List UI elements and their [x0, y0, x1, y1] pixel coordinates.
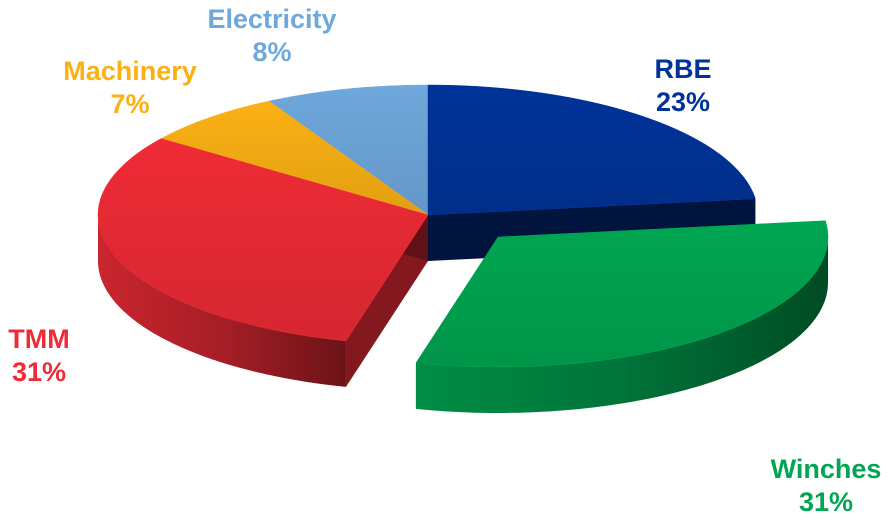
slice-machinery-value-label: 7%: [110, 89, 149, 119]
slice-winches-value-label: 31%: [799, 487, 853, 517]
slice-electricity-value-label: 8%: [252, 37, 291, 67]
slice-winches-side: [415, 237, 828, 413]
slice-rbe[interactable]: [427, 84, 756, 216]
slice-electricity[interactable]: [268, 84, 429, 216]
slice-top-layer: [97, 84, 829, 368]
slice-machinery[interactable]: [160, 100, 429, 216]
slice-labels: RBE23%Winches31%TMM31%Machinery7%Electri…: [8, 4, 881, 517]
slice-rbe-name-label: RBE: [654, 54, 711, 84]
slice-electricity-name-label: Electricity: [207, 4, 336, 34]
slice-tmm-name-label: TMM: [8, 324, 69, 354]
slice-tmm[interactable]: [97, 138, 429, 342]
slice-winches-name-label: Winches: [771, 454, 882, 484]
slice-machinery-name-label: Machinery: [63, 56, 197, 86]
slice-tmm-value-label: 31%: [12, 357, 66, 387]
slice-tmm-side: [98, 215, 346, 387]
slice-rbe-value-label: 23%: [656, 87, 710, 117]
slice-winches[interactable]: [415, 220, 829, 368]
slice-tmm-cut-face: [345, 215, 428, 387]
